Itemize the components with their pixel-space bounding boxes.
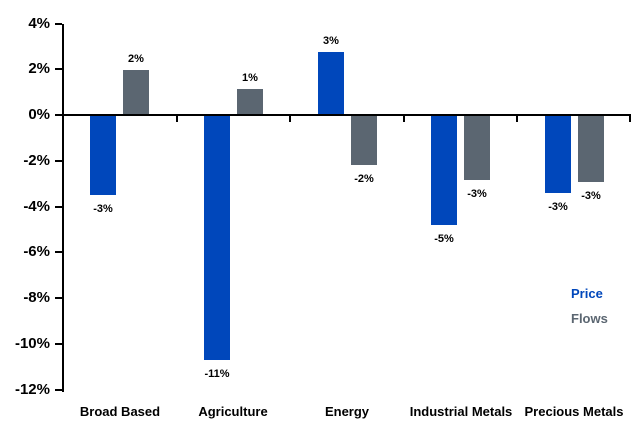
y-tick-mark — [55, 68, 62, 70]
bar-value-label-flows-broad-based: 2% — [128, 53, 144, 65]
bar-value-label-price-agriculture: -11% — [204, 368, 230, 380]
legend-label-flows: Flows — [571, 311, 608, 326]
bar-value-label-flows-precious-metals: -3% — [581, 190, 601, 202]
bar-price-industrial-metals — [431, 116, 457, 225]
bar-flows-agriculture — [237, 89, 263, 114]
bar-flows-energy — [351, 116, 377, 165]
bar-flows-industrial-metals — [464, 116, 490, 180]
x-category-label-industrial-metals: Industrial Metals — [409, 404, 513, 419]
y-tick-label: 0% — [28, 106, 50, 123]
x-tick-mark — [403, 114, 405, 122]
y-tick-mark — [55, 114, 62, 116]
x-axis-zero-line — [62, 114, 631, 116]
bar-value-label-price-precious-metals: -3% — [548, 201, 568, 213]
y-tick-label: -12% — [14, 381, 50, 398]
bar-value-label-flows-energy: -2% — [354, 173, 374, 185]
y-tick-label: -6% — [23, 243, 50, 260]
y-tick-mark — [55, 297, 62, 299]
bar-price-agriculture — [204, 116, 230, 360]
bar-value-label-flows-industrial-metals: -3% — [467, 188, 487, 200]
bar-value-label-price-energy: 3% — [323, 35, 339, 47]
y-tick-mark — [55, 23, 62, 25]
y-tick-label: 2% — [28, 60, 50, 77]
x-category-label-precious-metals: Precious Metals — [524, 404, 624, 419]
y-tick-label: 4% — [28, 15, 50, 32]
x-tick-mark — [629, 114, 631, 122]
y-tick-mark — [55, 206, 62, 208]
bar-flows-precious-metals — [578, 116, 604, 182]
y-tick-mark — [55, 160, 62, 162]
bar-value-label-price-industrial-metals: -5% — [434, 233, 454, 245]
bar-price-energy — [318, 52, 344, 114]
x-category-label-agriculture: Agriculture — [198, 404, 268, 419]
y-tick-label: -4% — [23, 198, 50, 215]
x-tick-mark — [176, 114, 178, 122]
y-tick-label: -10% — [14, 335, 50, 352]
x-category-label-energy: Energy — [324, 404, 370, 419]
y-tick-mark — [55, 389, 62, 391]
bar-flows-broad-based — [123, 70, 149, 114]
bar-value-label-flows-agriculture: 1% — [242, 72, 258, 84]
bar-price-precious-metals — [545, 116, 571, 193]
bar-value-label-price-broad-based: -3% — [93, 203, 113, 215]
x-tick-mark — [62, 114, 64, 122]
x-category-label-broad-based: Broad Based — [79, 404, 161, 419]
y-tick-label: -8% — [23, 289, 50, 306]
x-tick-mark — [516, 114, 518, 122]
x-tick-mark — [289, 114, 291, 122]
y-tick-mark — [55, 343, 62, 345]
y-tick-mark — [55, 251, 62, 253]
y-tick-label: -2% — [23, 152, 50, 169]
y-axis-line — [62, 24, 64, 392]
legend-label-price: Price — [571, 286, 603, 301]
bar-price-broad-based — [90, 116, 116, 195]
